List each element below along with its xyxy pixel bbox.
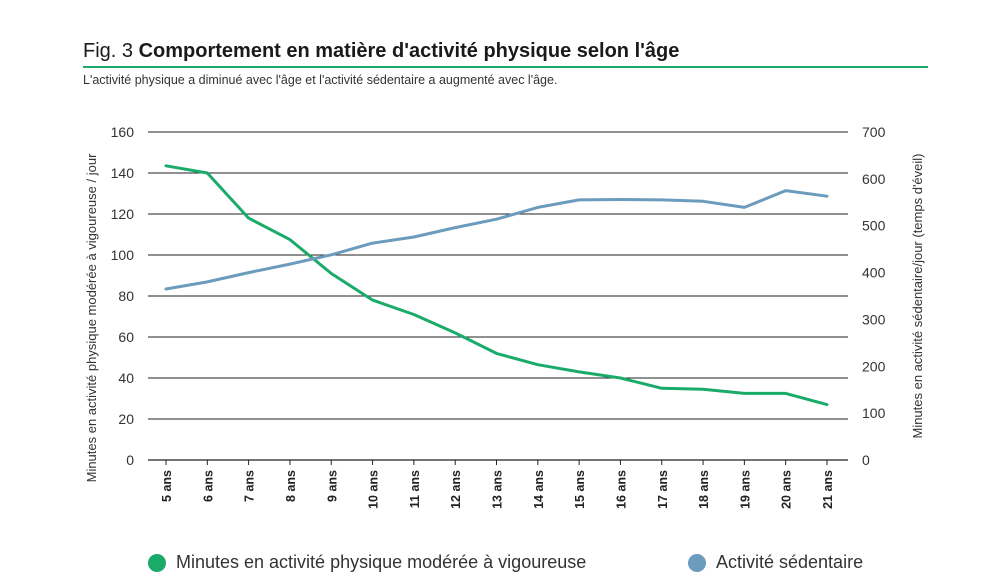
chart-title: Fig. 3 Comportement en matière d'activit…	[83, 38, 928, 64]
left-tick-label-20: 20	[118, 411, 134, 427]
left-tick-label-160: 160	[111, 124, 135, 140]
legend-marker-mvpa	[148, 553, 166, 572]
legend: Minutes en activité physique modérée à v…	[0, 552, 992, 578]
right-tick-label-0: 0	[862, 452, 870, 468]
legend-item-sedentary: Activité sédentaire	[688, 552, 863, 573]
chart-subtitle: L'activité physique a diminué avec l'âge…	[83, 73, 558, 87]
x-tick-label-11: 16 ans	[614, 470, 628, 509]
x-tick-label-2: 7 ans	[243, 470, 257, 502]
series-line-sedentary	[164, 189, 829, 291]
title-rule	[83, 66, 928, 68]
x-tick-label-10: 15 ans	[573, 470, 587, 509]
x-tick-label-5: 10 ans	[367, 470, 381, 509]
x-tick-label-8: 13 ans	[491, 470, 505, 509]
legend-item-mvpa: Minutes en activité physique modérée à v…	[148, 552, 586, 573]
legend-label-sedentary: Activité sédentaire	[716, 552, 864, 572]
x-tick-label-6: 11 ans	[408, 470, 422, 508]
left-tick-label-120: 120	[111, 206, 135, 222]
right-tick-label-700: 700	[862, 124, 886, 140]
right-tick-label-100: 100	[862, 405, 886, 421]
x-tick-label-3: 8 ans	[284, 470, 298, 502]
x-tick-label-1: 6 ans	[201, 470, 215, 502]
figure-number: Fig. 3	[83, 40, 134, 62]
right-axis-title: Minutes en activité sédentaire/jour (tem…	[910, 153, 925, 438]
x-tick-label-15: 20 ans	[780, 470, 794, 509]
left-axis-title: Minutes en activité physique modérée à v…	[84, 153, 99, 482]
right-tick-label-600: 600	[862, 171, 886, 187]
figure-title: Comportement en matière d'activité physi…	[138, 40, 680, 62]
left-tick-label-140: 140	[111, 165, 135, 181]
right-tick-label-500: 500	[862, 218, 886, 234]
x-tick-label-13: 18 ans	[697, 470, 711, 509]
series-line-mvpa	[164, 164, 829, 407]
x-tick-label-7: 12 ans	[449, 470, 463, 509]
x-tick-label-12: 17 ans	[656, 470, 670, 509]
right-tick-label-400: 400	[862, 265, 886, 281]
line-chart: 0 20 40 60 80 100 120 140 160 0 100 200 300 400 500 600…	[84, 124, 925, 509]
x-tick-label-4: 9 ans	[325, 470, 339, 502]
left-tick-label-80: 80	[118, 288, 134, 304]
right-tick-label-200: 200	[862, 358, 886, 374]
left-tick-label-40: 40	[118, 370, 134, 386]
left-tick-label-100: 100	[111, 247, 135, 263]
x-tick-label-14: 19 ans	[738, 470, 752, 509]
x-tick-label-9: 14 ans	[532, 470, 546, 509]
left-tick-label-0: 0	[126, 452, 134, 468]
x-tick-label-0: 5 ans	[160, 470, 174, 502]
legend-marker-sedentary	[688, 553, 706, 572]
right-tick-label-300: 300	[862, 311, 886, 327]
x-tick-label-16: 21 ans	[821, 470, 835, 509]
left-tick-label-60: 60	[118, 329, 134, 345]
legend-label-mvpa: Minutes en activité physique modérée à v…	[176, 552, 587, 572]
